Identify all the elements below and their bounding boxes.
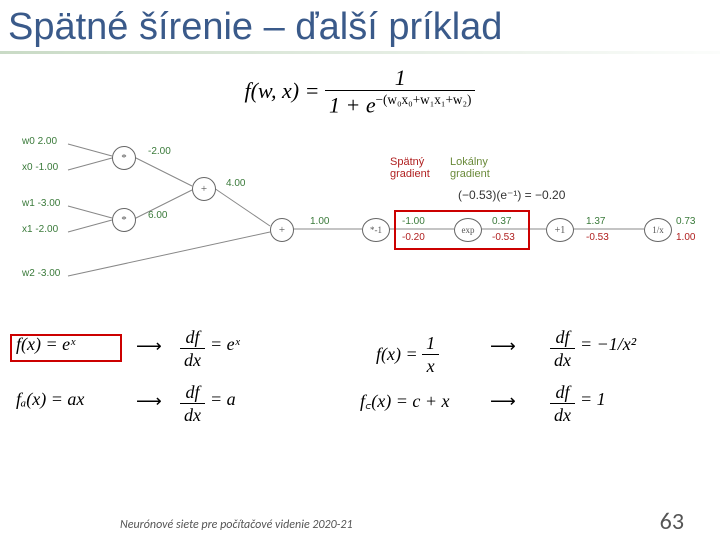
footer-text: Neurónové siete pre počítačové videnie 2… [120,518,353,532]
fw-s1: 4.00 [226,178,245,189]
computation-graph: w0 2.00 x0 -1.00 w1 -3.00 x1 -2.00 w2 -3… [10,126,710,326]
eq3-rhs: = a [210,389,236,410]
anno-lokalny-gradient: Lokálny gradient [450,156,500,180]
formula-fraction: 1 1 + e−(w₀x₀+w₁x₁+w₂) [325,66,475,120]
eq3-arrow: ⟶ [136,391,162,412]
node-plus1: +1 [546,218,574,242]
fw-inv: 0.73 [676,216,695,227]
eq1-arrow: ⟶ [136,336,162,357]
anno-spatny-gradient: Spätný gradient [390,156,440,180]
input-w0: w0 2.00 [22,136,57,147]
node-mul1: * [112,146,136,170]
eq4-rhs: = 1 [580,389,606,410]
page-title: Spätné šírenie – ďalší príklad [0,0,720,49]
fw-s2: 1.00 [310,216,329,227]
title-underline [0,51,720,54]
fw-m1: -2.00 [148,146,171,157]
eq2-rhs: = −1/x² [580,334,636,355]
bw-inv: 1.00 [676,232,695,243]
input-w1: w1 -3.00 [22,198,60,209]
fw-p1: 1.37 [586,216,605,227]
bw-p1: -0.53 [586,232,609,243]
anno-computation: (−0.53)(e⁻¹) = −0.20 [458,188,565,202]
page-number: 63 [660,507,684,536]
input-x0: x0 -1.00 [22,162,58,173]
highlight-box [394,210,530,250]
node-add1: + [192,177,216,201]
derivative-equations: f(x) = eˣ ⟶ df dx = eˣ f(x) = 1x ⟶ df dx… [10,334,710,454]
node-inv: 1/x [644,218,672,242]
input-x1: x1 -2.00 [22,224,58,235]
eq3-dfrac: df dx [180,383,205,427]
node-neg: *-1 [362,218,390,242]
eq4-dfrac: df dx [550,383,575,427]
input-w2: w2 -3.00 [22,268,60,279]
formula-num: 1 [325,66,475,91]
eq1-dfrac: df dx [180,328,205,372]
eq3-lhs: fₐ(x) = ax [16,389,84,410]
formula-den: 1 + e−(w₀x₀+w₁x₁+w₂) [325,91,475,120]
eq1-rhs: = eˣ [210,334,240,355]
node-mul2: * [112,208,136,232]
eq2-lhs: f(x) = 1x [376,334,439,378]
eq2-dfrac: df dx [550,328,575,372]
main-formula: f(w, x) = 1 1 + e−(w₀x₀+w₁x₁+w₂) [0,66,720,120]
eq4-arrow: ⟶ [490,391,516,412]
eq2-arrow: ⟶ [490,336,516,357]
eq1-lhs: f(x) = eˣ [16,334,75,355]
node-add2: + [270,218,294,242]
fw-m2: 6.00 [148,210,167,221]
eq4-lhs: f꜀(x) = c + x [360,389,449,413]
formula-lhs: f(w, x) = [245,78,325,103]
